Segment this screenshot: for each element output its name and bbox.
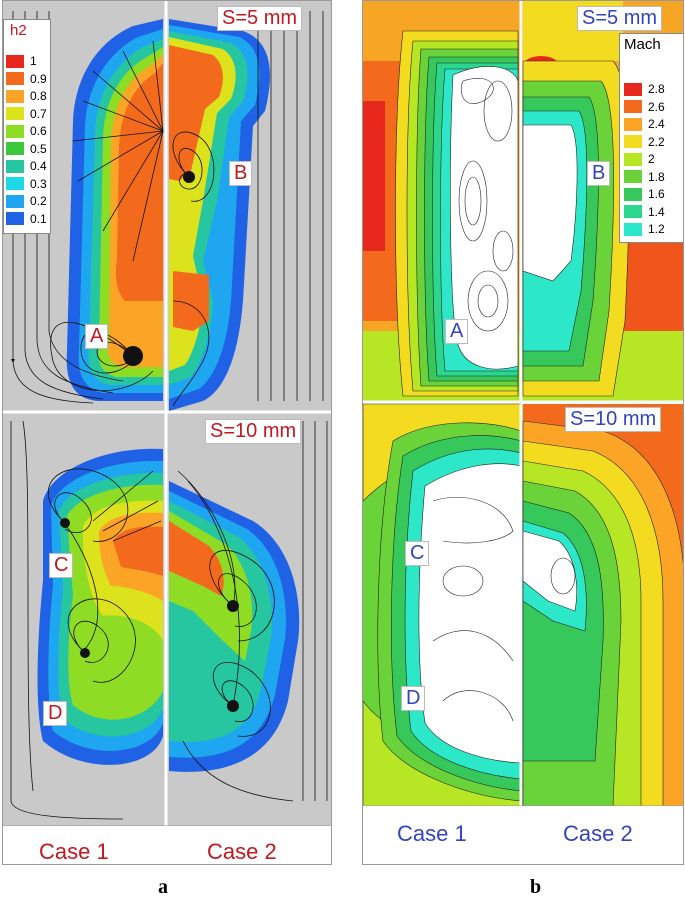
case1-label-b: Case 1 <box>397 821 467 846</box>
legend-swatch <box>624 117 642 131</box>
legend-swatch <box>624 187 642 201</box>
h2-contour-top-case2 <box>169 19 270 411</box>
legend-entry: 1 <box>6 54 37 68</box>
legend-entry: 0.8 <box>6 89 47 103</box>
legend-swatch <box>624 82 642 96</box>
legend-swatch <box>6 212 24 225</box>
legend-swatch <box>6 54 24 68</box>
legend-swatch <box>624 135 642 148</box>
panel-b: Mach 2.8 2.6 2.4 2.2 2 1.8 1.6 1.4 1.2 S=5 mm S=… <box>362 0 684 865</box>
sublabel-b: b <box>530 876 542 898</box>
marker-d-panel-a: D <box>43 701 68 726</box>
legend-entry: 0.4 <box>6 159 47 173</box>
legend-swatch <box>6 124 24 138</box>
legend-value: 0.7 <box>30 106 47 121</box>
legend-entry: 1.8 <box>624 170 665 184</box>
marker-a-panel-a: A <box>85 324 109 349</box>
legend-swatch <box>6 194 24 208</box>
legend-value: 2.4 <box>648 117 665 131</box>
legend-entry: 0.2 <box>6 194 47 208</box>
legend-value: 2.6 <box>648 99 665 114</box>
legend-entry: 2.8 <box>624 82 665 96</box>
legend-value: 0.4 <box>30 159 47 173</box>
mach-legend: Mach 2.8 2.6 2.4 2.2 2 1.8 1.6 1.4 1.2 <box>619 33 683 243</box>
legend-swatch <box>624 205 642 218</box>
streamlines-bottom <box>10 420 328 820</box>
s5-label-b: S=5 mm <box>577 6 663 31</box>
legend-value: 1.6 <box>648 187 665 201</box>
legend-swatch <box>6 72 24 85</box>
legend-entry: 1.2 <box>624 222 665 236</box>
h2-legend: h2 1 0.9 0.8 0.7 0.6 0.5 0.4 0.3 0.2 0.1 <box>3 19 51 234</box>
marker-b-panel-b: B <box>587 161 611 186</box>
case2-label-a: Case 2 <box>207 839 277 864</box>
legend-value: 2.8 <box>648 82 665 96</box>
legend-value: 1.8 <box>648 169 665 184</box>
legend-entry: 0.9 <box>6 72 47 86</box>
legend-entry: 1.4 <box>624 205 665 219</box>
mach-contour-bottom <box>363 403 683 806</box>
legend-swatch <box>6 107 24 120</box>
legend-swatch <box>624 100 642 113</box>
case2-label-b: Case 2 <box>563 821 633 846</box>
legend-swatch <box>624 222 642 236</box>
legend-swatch <box>6 89 24 103</box>
legend-swatch <box>6 159 24 173</box>
s5-label-a: S=5 mm <box>217 6 303 31</box>
legend-value: 0.5 <box>30 141 47 156</box>
legend-swatch <box>624 170 642 183</box>
legend-value: 1.4 <box>648 204 665 219</box>
legend-entry: 0.5 <box>6 142 47 156</box>
streamlines-top <box>10 11 324 407</box>
legend-value: 2 <box>648 152 655 166</box>
legend-swatch <box>624 152 642 166</box>
legend-value: 0.8 <box>30 89 47 103</box>
legend-entry: 0.3 <box>6 177 47 191</box>
h2-contour-bottom-case2 <box>169 481 300 772</box>
legend-entry: 1.6 <box>624 187 665 201</box>
legend-value: 2.2 <box>648 134 665 149</box>
legend-entry: 0.6 <box>6 124 47 138</box>
panel-a-graphic <box>3 1 331 826</box>
case1-label-a: Case 1 <box>39 839 109 864</box>
panel-a: h2 1 0.9 0.8 0.7 0.6 0.5 0.4 0.3 0.2 0.1 S=5 mm S… <box>2 0 332 865</box>
legend-entry: 2.4 <box>624 117 665 131</box>
legend-value: 0.6 <box>30 124 47 138</box>
legend-entry: 2 <box>624 152 655 166</box>
legend-value: 0.9 <box>30 71 47 86</box>
legend-swatch <box>6 177 24 190</box>
mach-contour-top <box>395 30 630 397</box>
legend-value: 1.2 <box>648 222 665 236</box>
legend-value: 0.2 <box>30 194 47 208</box>
marker-c-panel-a: C <box>49 553 74 578</box>
legend-entry: 2.2 <box>624 135 665 149</box>
h2-contour-top-case1 <box>66 19 163 401</box>
legend-entry: 0.1 <box>6 212 47 226</box>
legend-entry: 0.7 <box>6 107 47 121</box>
s10-label-b: S=10 mm <box>565 407 662 432</box>
legend-value: 0.3 <box>30 176 47 191</box>
marker-c-panel-b: C <box>405 541 430 566</box>
sublabel-a: a <box>158 876 168 898</box>
marker-b-panel-a: B <box>229 161 253 186</box>
s10-label-a: S=10 mm <box>205 419 302 444</box>
mach-legend-title: Mach <box>624 36 661 53</box>
legend-value: 1 <box>30 54 37 68</box>
marker-d-panel-b: D <box>401 686 426 711</box>
legend-value: 0.1 <box>30 211 47 226</box>
legend-swatch <box>6 142 24 155</box>
h2-contour-bottom-case1 <box>37 448 164 765</box>
marker-a-panel-b: A <box>445 319 469 344</box>
legend-entry: 2.6 <box>624 100 665 114</box>
h2-legend-title: h2 <box>10 22 27 39</box>
